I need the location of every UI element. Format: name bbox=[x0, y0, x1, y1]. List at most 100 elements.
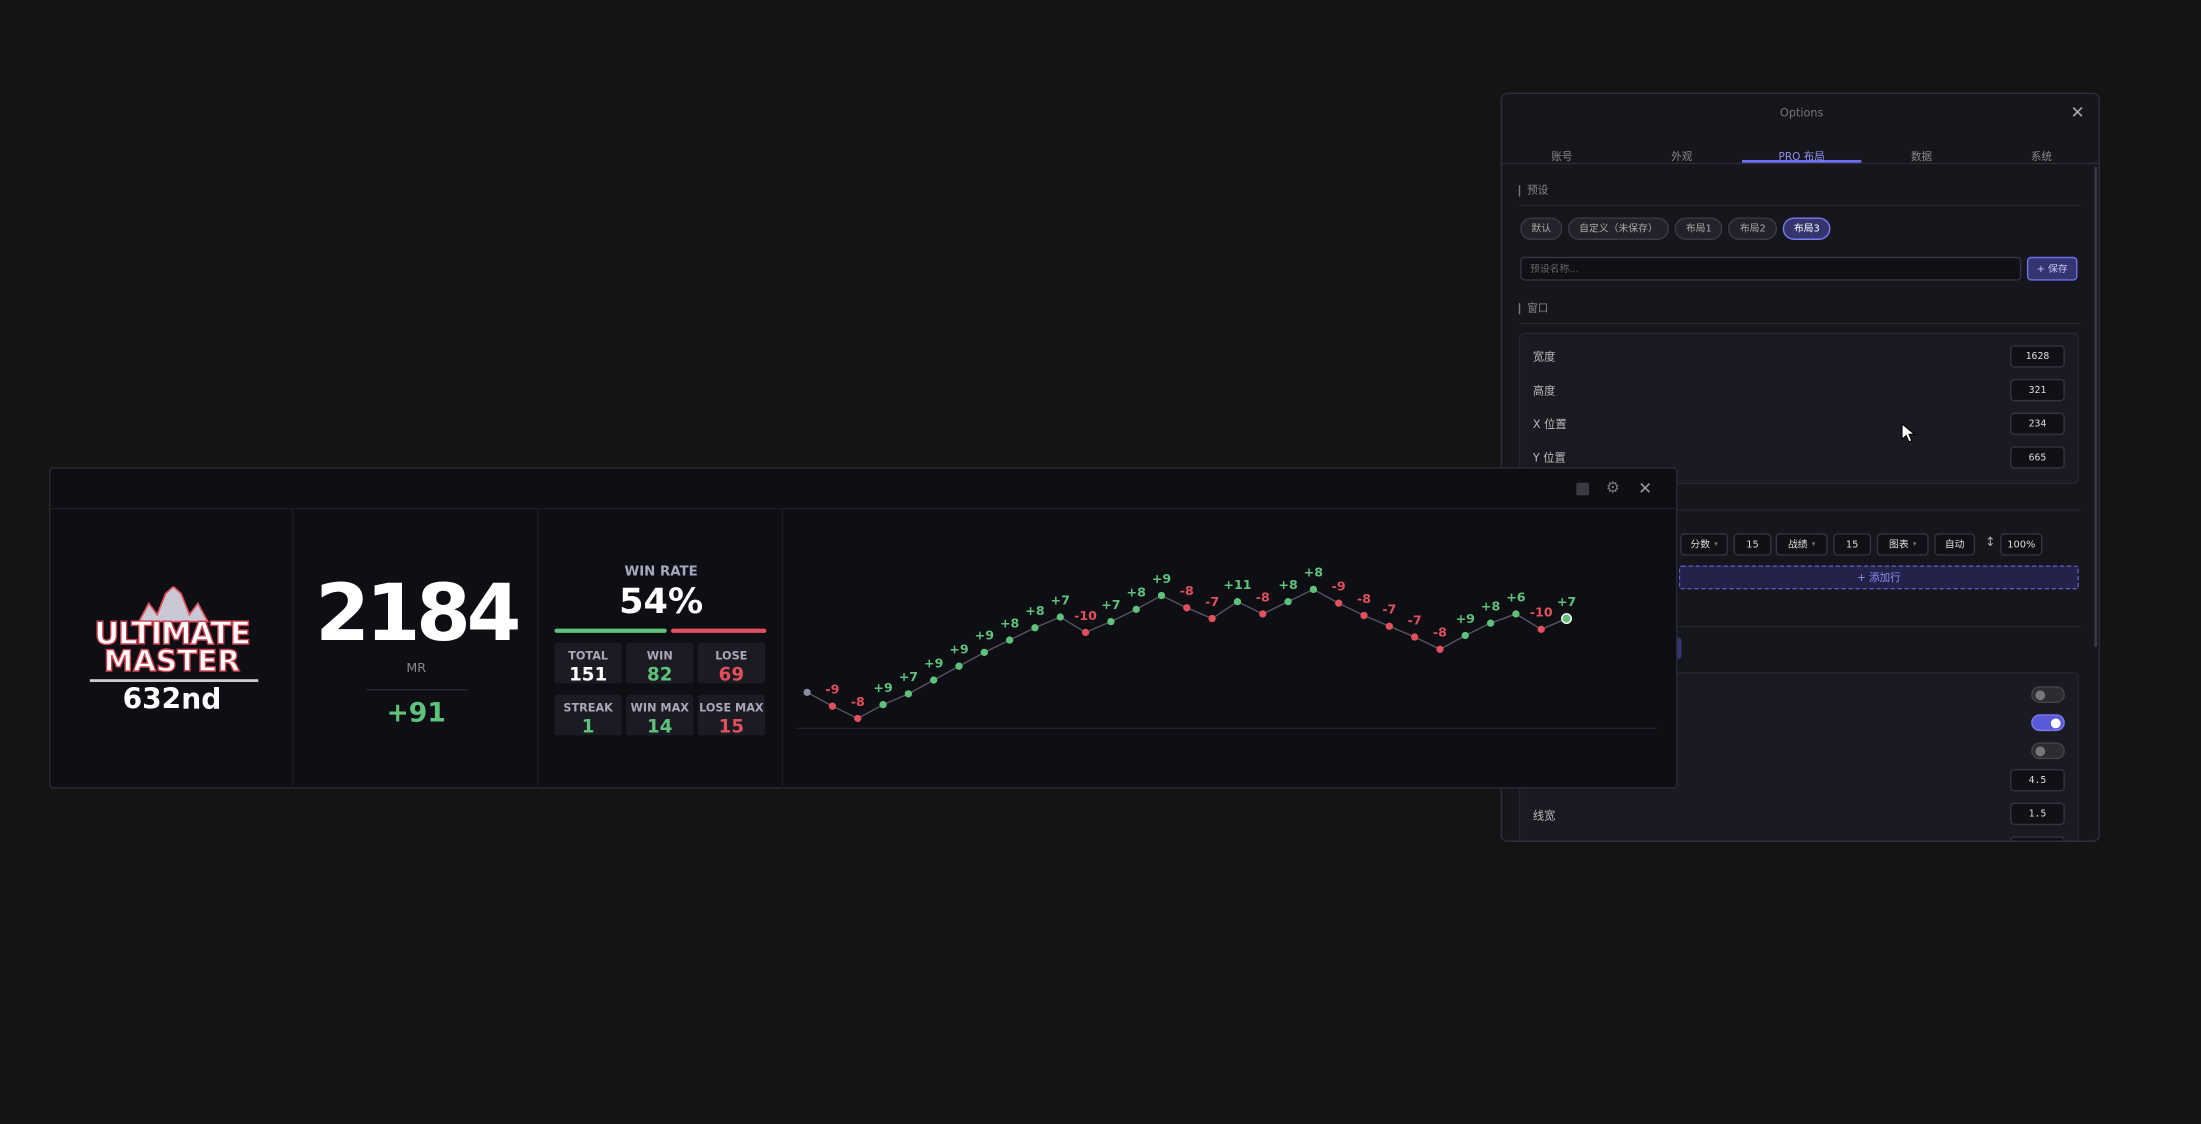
stat-label: STREAK bbox=[563, 701, 613, 715]
scrollbar bbox=[2094, 166, 2098, 647]
row-control[interactable]: 100% bbox=[2000, 533, 2043, 556]
history-label: +7 bbox=[1101, 597, 1120, 612]
section-title: 预设 bbox=[1518, 185, 1548, 197]
history-label: -7 bbox=[1382, 602, 1396, 617]
history-point bbox=[1385, 622, 1393, 630]
add-row-button[interactable]: + 添加行 bbox=[1678, 565, 2079, 590]
win-rate: 54% bbox=[619, 580, 704, 622]
history-point bbox=[1410, 633, 1419, 641]
tab[interactable]: 账号 bbox=[1551, 150, 1573, 163]
field-value[interactable]: 321 bbox=[2010, 378, 2065, 402]
row-control[interactable]: 图表 ▾ bbox=[1876, 533, 1929, 556]
history-point bbox=[1512, 610, 1520, 618]
field-value[interactable]: 234 bbox=[2010, 412, 2065, 436]
toggle[interactable] bbox=[2031, 686, 2065, 704]
history-point bbox=[879, 700, 887, 709]
stat-value: 1 bbox=[581, 717, 595, 739]
rank-crown bbox=[137, 586, 210, 623]
history-point bbox=[904, 690, 913, 698]
divider bbox=[1518, 204, 2081, 207]
panel-title: Options bbox=[1779, 106, 1824, 120]
cursor bbox=[1901, 422, 1917, 443]
control-text: 自动 bbox=[1944, 538, 1965, 551]
control-text: 15 bbox=[1746, 538, 1759, 551]
tab[interactable]: 外观 bbox=[1671, 150, 1693, 163]
history-label: -10 bbox=[1074, 608, 1097, 623]
preset-chip[interactable]: 布局3 bbox=[1782, 217, 1831, 240]
settings-button[interactable]: ⚙ bbox=[1605, 478, 1620, 497]
win-rate-label: WIN RATE bbox=[624, 564, 698, 580]
mr-divider bbox=[366, 688, 468, 691]
column-divider bbox=[537, 507, 540, 789]
history-label: -8 bbox=[1256, 589, 1270, 604]
history-point bbox=[1233, 598, 1242, 606]
mr-change: +91 bbox=[386, 697, 446, 729]
history-point bbox=[1259, 610, 1267, 618]
history-point bbox=[1031, 624, 1039, 632]
row-control[interactable]: 分数 ▾ bbox=[1680, 533, 1728, 556]
history-point bbox=[1537, 625, 1545, 633]
preset-list: 默认 自定义（未保存） 布局1 布局2 布局3 bbox=[1520, 217, 1831, 240]
control-text: 战绩 bbox=[1787, 538, 1808, 551]
close-button[interactable]: ✕ bbox=[2070, 102, 2085, 123]
caret: ▾ bbox=[1811, 540, 1816, 549]
history-point bbox=[1461, 631, 1469, 640]
row-control[interactable]: 15 bbox=[1733, 533, 1772, 556]
stat-label: LOSE MAX bbox=[699, 701, 764, 715]
row-control[interactable]: 战绩 ▾ bbox=[1775, 533, 1828, 556]
preset-chip[interactable]: 布局1 bbox=[1674, 217, 1723, 240]
history-label: +6 bbox=[1506, 589, 1526, 604]
rank-underline bbox=[89, 679, 259, 682]
field-value[interactable]: 1628 bbox=[2010, 345, 2065, 368]
field-label: Y 位置 bbox=[1532, 451, 1566, 465]
history-label: +9 bbox=[1152, 571, 1171, 586]
preset-name-input[interactable]: 预设名称... bbox=[1520, 256, 2022, 281]
history-label: +7 bbox=[1051, 592, 1070, 607]
history-label: +7 bbox=[899, 669, 918, 684]
toggle[interactable] bbox=[2031, 742, 2065, 760]
history-point bbox=[854, 714, 862, 723]
history-label: +8 bbox=[1278, 577, 1297, 592]
save-button[interactable]: + 保存 bbox=[2026, 256, 2078, 281]
control-text: 图表 bbox=[1889, 538, 1909, 551]
column-divider bbox=[781, 507, 784, 789]
minimize-button[interactable] bbox=[1576, 482, 1589, 496]
history-point bbox=[1360, 611, 1368, 620]
tab[interactable]: 系统 bbox=[2030, 150, 2052, 163]
tab[interactable]: PRO 布局 bbox=[1741, 140, 1862, 163]
history-label: +8 bbox=[1304, 565, 1323, 580]
row-control[interactable]: 15 bbox=[1833, 533, 1872, 556]
stat-label: TOTAL bbox=[568, 649, 609, 663]
number-field[interactable]: 4.5 bbox=[2010, 768, 2065, 792]
mr-label: MR bbox=[406, 662, 427, 677]
rank: 632nd bbox=[122, 681, 222, 716]
history-point bbox=[1107, 617, 1115, 626]
number-field[interactable]: 1.5 bbox=[2010, 802, 2065, 826]
history-label: +9 bbox=[949, 642, 968, 657]
field-value[interactable]: 665 bbox=[2010, 446, 2065, 469]
preset-chip[interactable]: 自定义（未保存） bbox=[1567, 217, 1669, 240]
field-label: 线宽 bbox=[1532, 809, 1556, 823]
preset-chip[interactable]: 布局2 bbox=[1728, 217, 1777, 240]
add-row-label: + 添加行 bbox=[1856, 571, 1901, 584]
preset-chip[interactable]: 默认 bbox=[1520, 217, 1563, 240]
close-button[interactable]: ✕ bbox=[1638, 478, 1653, 499]
caret: ▾ bbox=[1714, 540, 1718, 549]
tab[interactable]: 数据 bbox=[1911, 150, 1933, 163]
history-point bbox=[1183, 604, 1191, 612]
divider bbox=[1518, 322, 2081, 325]
lose-bar bbox=[671, 628, 767, 633]
history-point bbox=[1335, 599, 1343, 607]
rank-title: MASTER bbox=[103, 644, 241, 678]
history-label: -8 bbox=[1180, 583, 1194, 598]
toggle[interactable] bbox=[2031, 714, 2065, 732]
win-bar bbox=[554, 628, 668, 633]
save-label: + 保存 bbox=[2036, 263, 2068, 275]
history-label: +9 bbox=[1456, 611, 1475, 626]
row-control[interactable]: 自动 bbox=[1934, 533, 1976, 556]
control-text: 100% bbox=[2007, 538, 2036, 551]
history-point bbox=[1208, 614, 1216, 623]
stat-cell: WIN 82 bbox=[626, 642, 694, 686]
history-label: +9 bbox=[924, 655, 943, 670]
